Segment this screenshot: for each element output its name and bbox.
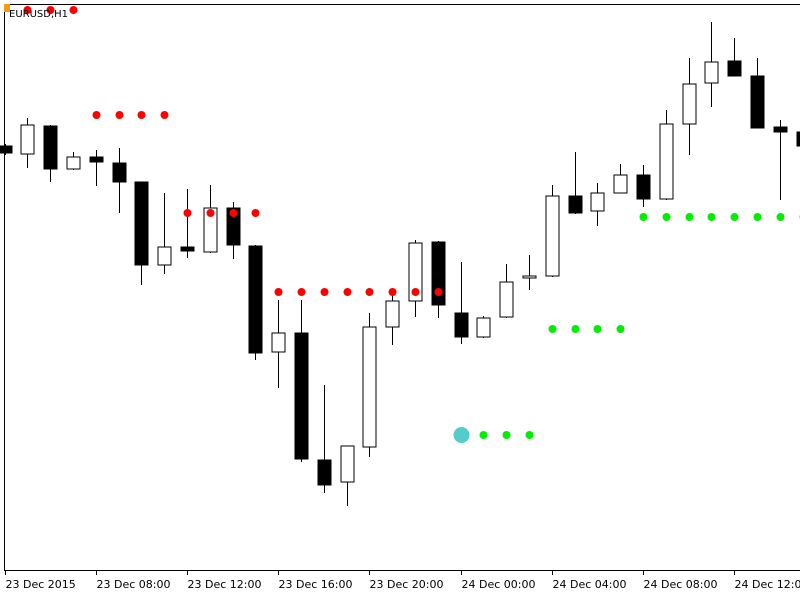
signal-dot	[616, 325, 625, 333]
signal-dot	[229, 209, 238, 217]
signal-dot	[365, 288, 374, 296]
candle-body	[385, 300, 400, 328]
candle-body	[727, 60, 742, 77]
plot-frame	[4, 4, 800, 571]
signal-dot	[479, 431, 488, 439]
candle-body	[568, 195, 583, 214]
candle-body	[796, 131, 800, 147]
x-tick-label: 23 Dec 2015	[6, 578, 76, 591]
candle-body	[43, 125, 58, 170]
signal-dot	[183, 209, 192, 217]
candle-body	[408, 242, 423, 302]
candle-body	[20, 124, 35, 155]
candle-body	[362, 326, 377, 448]
signal-dot	[639, 213, 648, 221]
signal-dot	[571, 325, 580, 333]
signal-dot	[69, 6, 78, 14]
signal-dot	[23, 6, 32, 14]
candle-body	[636, 174, 651, 200]
candle-body	[454, 312, 469, 338]
signal-dot	[707, 213, 716, 221]
candle-body	[522, 275, 537, 279]
x-tick-label: 23 Dec 12:00	[188, 578, 262, 591]
plot-area	[0, 6, 800, 506]
candle-body	[476, 317, 491, 338]
signal-dot	[251, 209, 260, 217]
candle-body	[659, 123, 674, 200]
signal-dot	[593, 325, 602, 333]
x-tick-label: 23 Dec 20:00	[370, 578, 444, 591]
candle-body	[590, 192, 605, 212]
candle-body	[89, 156, 104, 163]
candle-body	[134, 181, 149, 266]
signal-dot	[662, 213, 671, 221]
signal-dot	[776, 213, 785, 221]
candle-body	[431, 241, 446, 306]
chart-title: EURUSD,H1	[9, 9, 68, 20]
candle-body	[226, 207, 241, 246]
highlight-dot	[453, 427, 470, 443]
signal-dot	[115, 111, 124, 119]
x-tick-label: 23 Dec 16:00	[279, 578, 353, 591]
chart-icon	[4, 4, 10, 12]
candle-body	[0, 145, 13, 154]
signal-dot	[685, 213, 694, 221]
signal-dot	[206, 209, 215, 217]
candle-body	[340, 445, 355, 483]
candle-body	[704, 61, 719, 84]
signal-dot	[548, 325, 557, 333]
candle-body	[271, 332, 286, 353]
signal-dot	[502, 431, 511, 439]
x-tick-label: 23 Dec 08:00	[97, 578, 171, 591]
signal-dot	[46, 6, 55, 14]
signal-dot	[343, 288, 352, 296]
signal-dot	[730, 213, 739, 221]
signal-dot	[434, 288, 443, 296]
signal-dot	[753, 213, 762, 221]
signal-dot	[411, 288, 420, 296]
candle-body	[499, 281, 514, 318]
signal-dot	[137, 111, 146, 119]
x-tick-label: 24 Dec 00:00	[462, 578, 536, 591]
x-tick-label: 24 Dec 08:00	[644, 578, 718, 591]
candle-body	[112, 162, 127, 183]
candle-body	[750, 75, 765, 129]
signal-dot	[274, 288, 283, 296]
candle-body	[248, 245, 263, 354]
signal-dot	[388, 288, 397, 296]
candle-body	[66, 156, 81, 170]
candle-body	[157, 246, 172, 266]
signal-dot	[320, 288, 329, 296]
candle-body	[203, 207, 218, 253]
candle-body	[180, 246, 195, 252]
x-tick-label: 24 Dec 12:00	[735, 578, 800, 591]
candle-body	[294, 332, 309, 460]
signal-dot	[297, 288, 306, 296]
signal-dot	[92, 111, 101, 119]
candle-body	[317, 459, 332, 486]
signal-dot	[160, 111, 169, 119]
candle-body	[613, 174, 628, 194]
x-tick-label: 24 Dec 04:00	[553, 578, 627, 591]
candle-body	[773, 126, 788, 133]
candle-body	[545, 195, 560, 277]
signal-dot	[525, 431, 534, 439]
candle-body	[682, 83, 697, 125]
